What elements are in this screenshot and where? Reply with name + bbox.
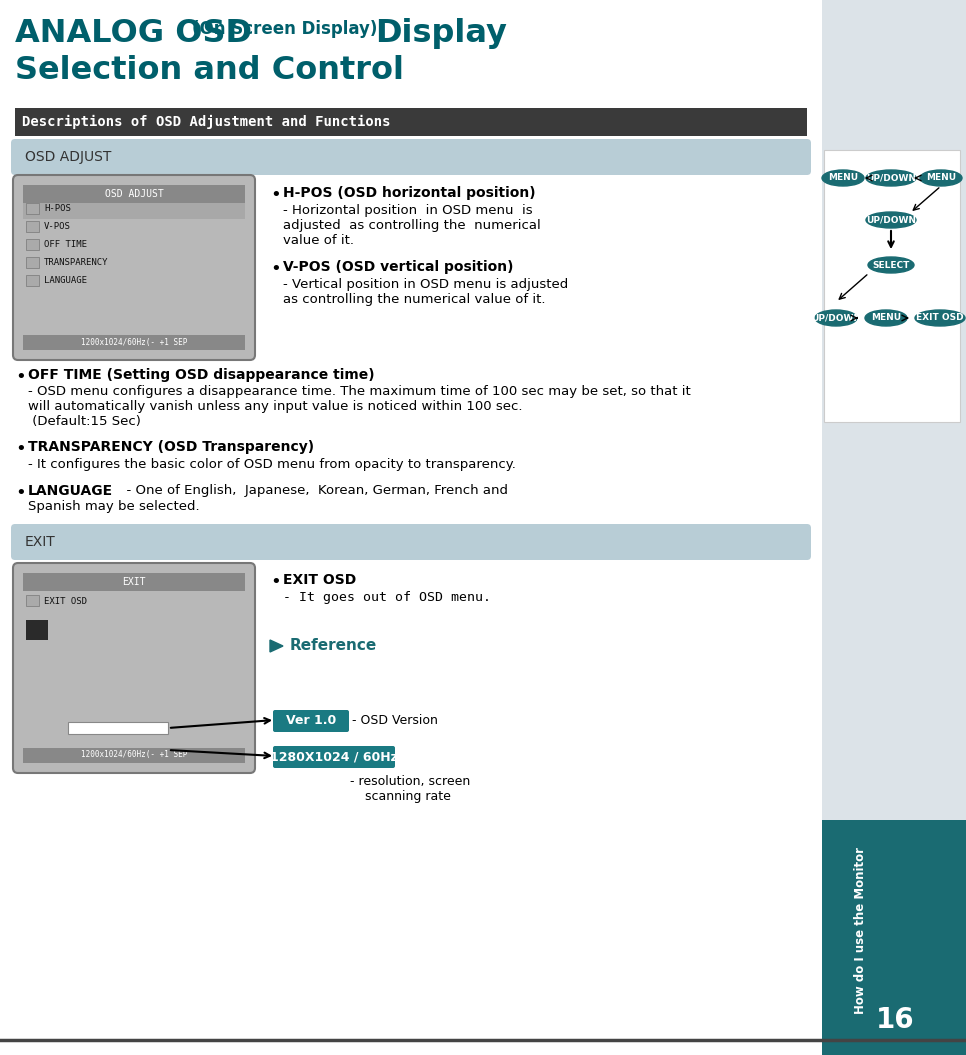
- Text: EXIT OSD: EXIT OSD: [916, 313, 964, 323]
- Text: TRANSPARENCY: TRANSPARENCY: [44, 258, 108, 267]
- Text: - Vertical position in OSD menu is adjusted: - Vertical position in OSD menu is adjus…: [283, 279, 568, 291]
- FancyBboxPatch shape: [273, 710, 349, 732]
- Text: OSD ADJUST: OSD ADJUST: [25, 150, 111, 164]
- FancyBboxPatch shape: [26, 275, 39, 286]
- Text: scanning rate: scanning rate: [365, 790, 451, 803]
- Text: •: •: [15, 368, 26, 386]
- Text: value of it.: value of it.: [283, 234, 354, 247]
- Text: LANGUAGE: LANGUAGE: [44, 276, 87, 285]
- Text: OFF TIME (Setting OSD disappearance time): OFF TIME (Setting OSD disappearance time…: [28, 368, 375, 382]
- Text: •: •: [15, 484, 26, 502]
- FancyBboxPatch shape: [13, 175, 255, 360]
- Text: 1200x1024/60Hz(- +1 SEP: 1200x1024/60Hz(- +1 SEP: [81, 750, 187, 760]
- Text: EXIT: EXIT: [123, 577, 146, 587]
- Text: MENU: MENU: [926, 173, 956, 183]
- FancyBboxPatch shape: [23, 335, 245, 350]
- Text: - resolution, screen: - resolution, screen: [350, 775, 470, 788]
- Text: - OSD Version: - OSD Version: [352, 714, 438, 728]
- Ellipse shape: [822, 170, 864, 186]
- Text: EXIT OSD: EXIT OSD: [283, 573, 356, 587]
- FancyBboxPatch shape: [824, 150, 960, 422]
- Text: - It goes out of OSD menu.: - It goes out of OSD menu.: [283, 591, 491, 605]
- Polygon shape: [270, 640, 283, 652]
- Ellipse shape: [868, 257, 914, 273]
- Text: UP/DOWN: UP/DOWN: [866, 173, 916, 183]
- Ellipse shape: [866, 212, 916, 228]
- Text: V-POS (OSD vertical position): V-POS (OSD vertical position): [283, 260, 514, 274]
- Text: MENU: MENU: [828, 173, 858, 183]
- Text: 1200x1024/60Hz(- +1 SEP: 1200x1024/60Hz(- +1 SEP: [81, 338, 187, 346]
- Text: Spanish may be selected.: Spanish may be selected.: [28, 500, 200, 513]
- FancyBboxPatch shape: [26, 220, 39, 232]
- Text: OSD ADJUST: OSD ADJUST: [104, 189, 163, 199]
- Text: (On Screen Display): (On Screen Display): [192, 20, 378, 38]
- Text: Reference: Reference: [290, 638, 378, 653]
- FancyBboxPatch shape: [15, 108, 807, 136]
- FancyBboxPatch shape: [26, 257, 39, 268]
- Text: as controlling the numerical value of it.: as controlling the numerical value of it…: [283, 293, 546, 306]
- Text: EXIT: EXIT: [25, 535, 56, 549]
- Text: - OSD menu configures a disappearance time. The maximum time of 100 sec may be s: - OSD menu configures a disappearance ti…: [28, 385, 691, 398]
- FancyBboxPatch shape: [68, 722, 168, 734]
- Text: SELECT: SELECT: [872, 261, 910, 269]
- Text: - Horizontal position  in OSD menu  is: - Horizontal position in OSD menu is: [283, 204, 532, 217]
- Text: •: •: [15, 440, 26, 458]
- Text: OFF TIME: OFF TIME: [44, 239, 87, 249]
- Text: Selection and Control: Selection and Control: [15, 55, 404, 87]
- FancyBboxPatch shape: [26, 239, 39, 250]
- Text: MENU: MENU: [871, 313, 901, 323]
- Text: V-POS: V-POS: [44, 222, 71, 231]
- FancyBboxPatch shape: [822, 0, 966, 1055]
- Text: Display: Display: [375, 18, 507, 49]
- Text: (Default:15 Sec): (Default:15 Sec): [28, 415, 141, 428]
- Ellipse shape: [920, 170, 962, 186]
- FancyBboxPatch shape: [23, 573, 245, 591]
- FancyBboxPatch shape: [23, 748, 245, 763]
- FancyBboxPatch shape: [273, 746, 395, 768]
- Text: 1280X1024 / 60Hz: 1280X1024 / 60Hz: [270, 750, 398, 764]
- Text: adjusted  as controlling the  numerical: adjusted as controlling the numerical: [283, 219, 541, 232]
- Text: H-POS (OSD horizontal position): H-POS (OSD horizontal position): [283, 186, 535, 200]
- FancyBboxPatch shape: [822, 820, 966, 1055]
- Text: TRANSPARENCY (OSD Transparency): TRANSPARENCY (OSD Transparency): [28, 440, 314, 454]
- Circle shape: [867, 992, 923, 1048]
- Text: 16: 16: [876, 1006, 914, 1034]
- Text: - It configures the basic color of OSD menu from opacity to transparency.: - It configures the basic color of OSD m…: [28, 458, 516, 471]
- Ellipse shape: [866, 170, 916, 186]
- Text: Descriptions of OSD Adjustment and Functions: Descriptions of OSD Adjustment and Funct…: [22, 115, 390, 129]
- Text: - One of English,  Japanese,  Korean, German, French and: - One of English, Japanese, Korean, Germ…: [118, 484, 508, 497]
- Text: EXIT OSD: EXIT OSD: [44, 596, 87, 606]
- Ellipse shape: [915, 310, 965, 326]
- Text: •: •: [270, 186, 281, 204]
- Text: UP/DOWN: UP/DOWN: [866, 215, 916, 225]
- Text: will automatically vanish unless any input value is noticed within 100 sec.: will automatically vanish unless any inp…: [28, 400, 523, 413]
- Ellipse shape: [865, 310, 907, 326]
- FancyBboxPatch shape: [23, 203, 245, 219]
- FancyBboxPatch shape: [11, 524, 811, 560]
- Ellipse shape: [815, 310, 857, 326]
- FancyBboxPatch shape: [13, 563, 255, 773]
- Text: •: •: [270, 573, 281, 591]
- FancyBboxPatch shape: [26, 203, 39, 214]
- FancyBboxPatch shape: [23, 185, 245, 203]
- FancyBboxPatch shape: [26, 595, 39, 606]
- Text: LANGUAGE: LANGUAGE: [28, 484, 113, 498]
- Text: UP/DOWN: UP/DOWN: [811, 313, 861, 323]
- Text: ANALOG OSD: ANALOG OSD: [15, 18, 252, 49]
- FancyBboxPatch shape: [11, 139, 811, 175]
- Text: Ver 1.0: Ver 1.0: [286, 714, 336, 728]
- Text: H-POS: H-POS: [44, 204, 71, 213]
- Text: How do I use the Monitor: How do I use the Monitor: [854, 846, 867, 1014]
- FancyBboxPatch shape: [26, 620, 48, 640]
- Text: •: •: [270, 260, 281, 279]
